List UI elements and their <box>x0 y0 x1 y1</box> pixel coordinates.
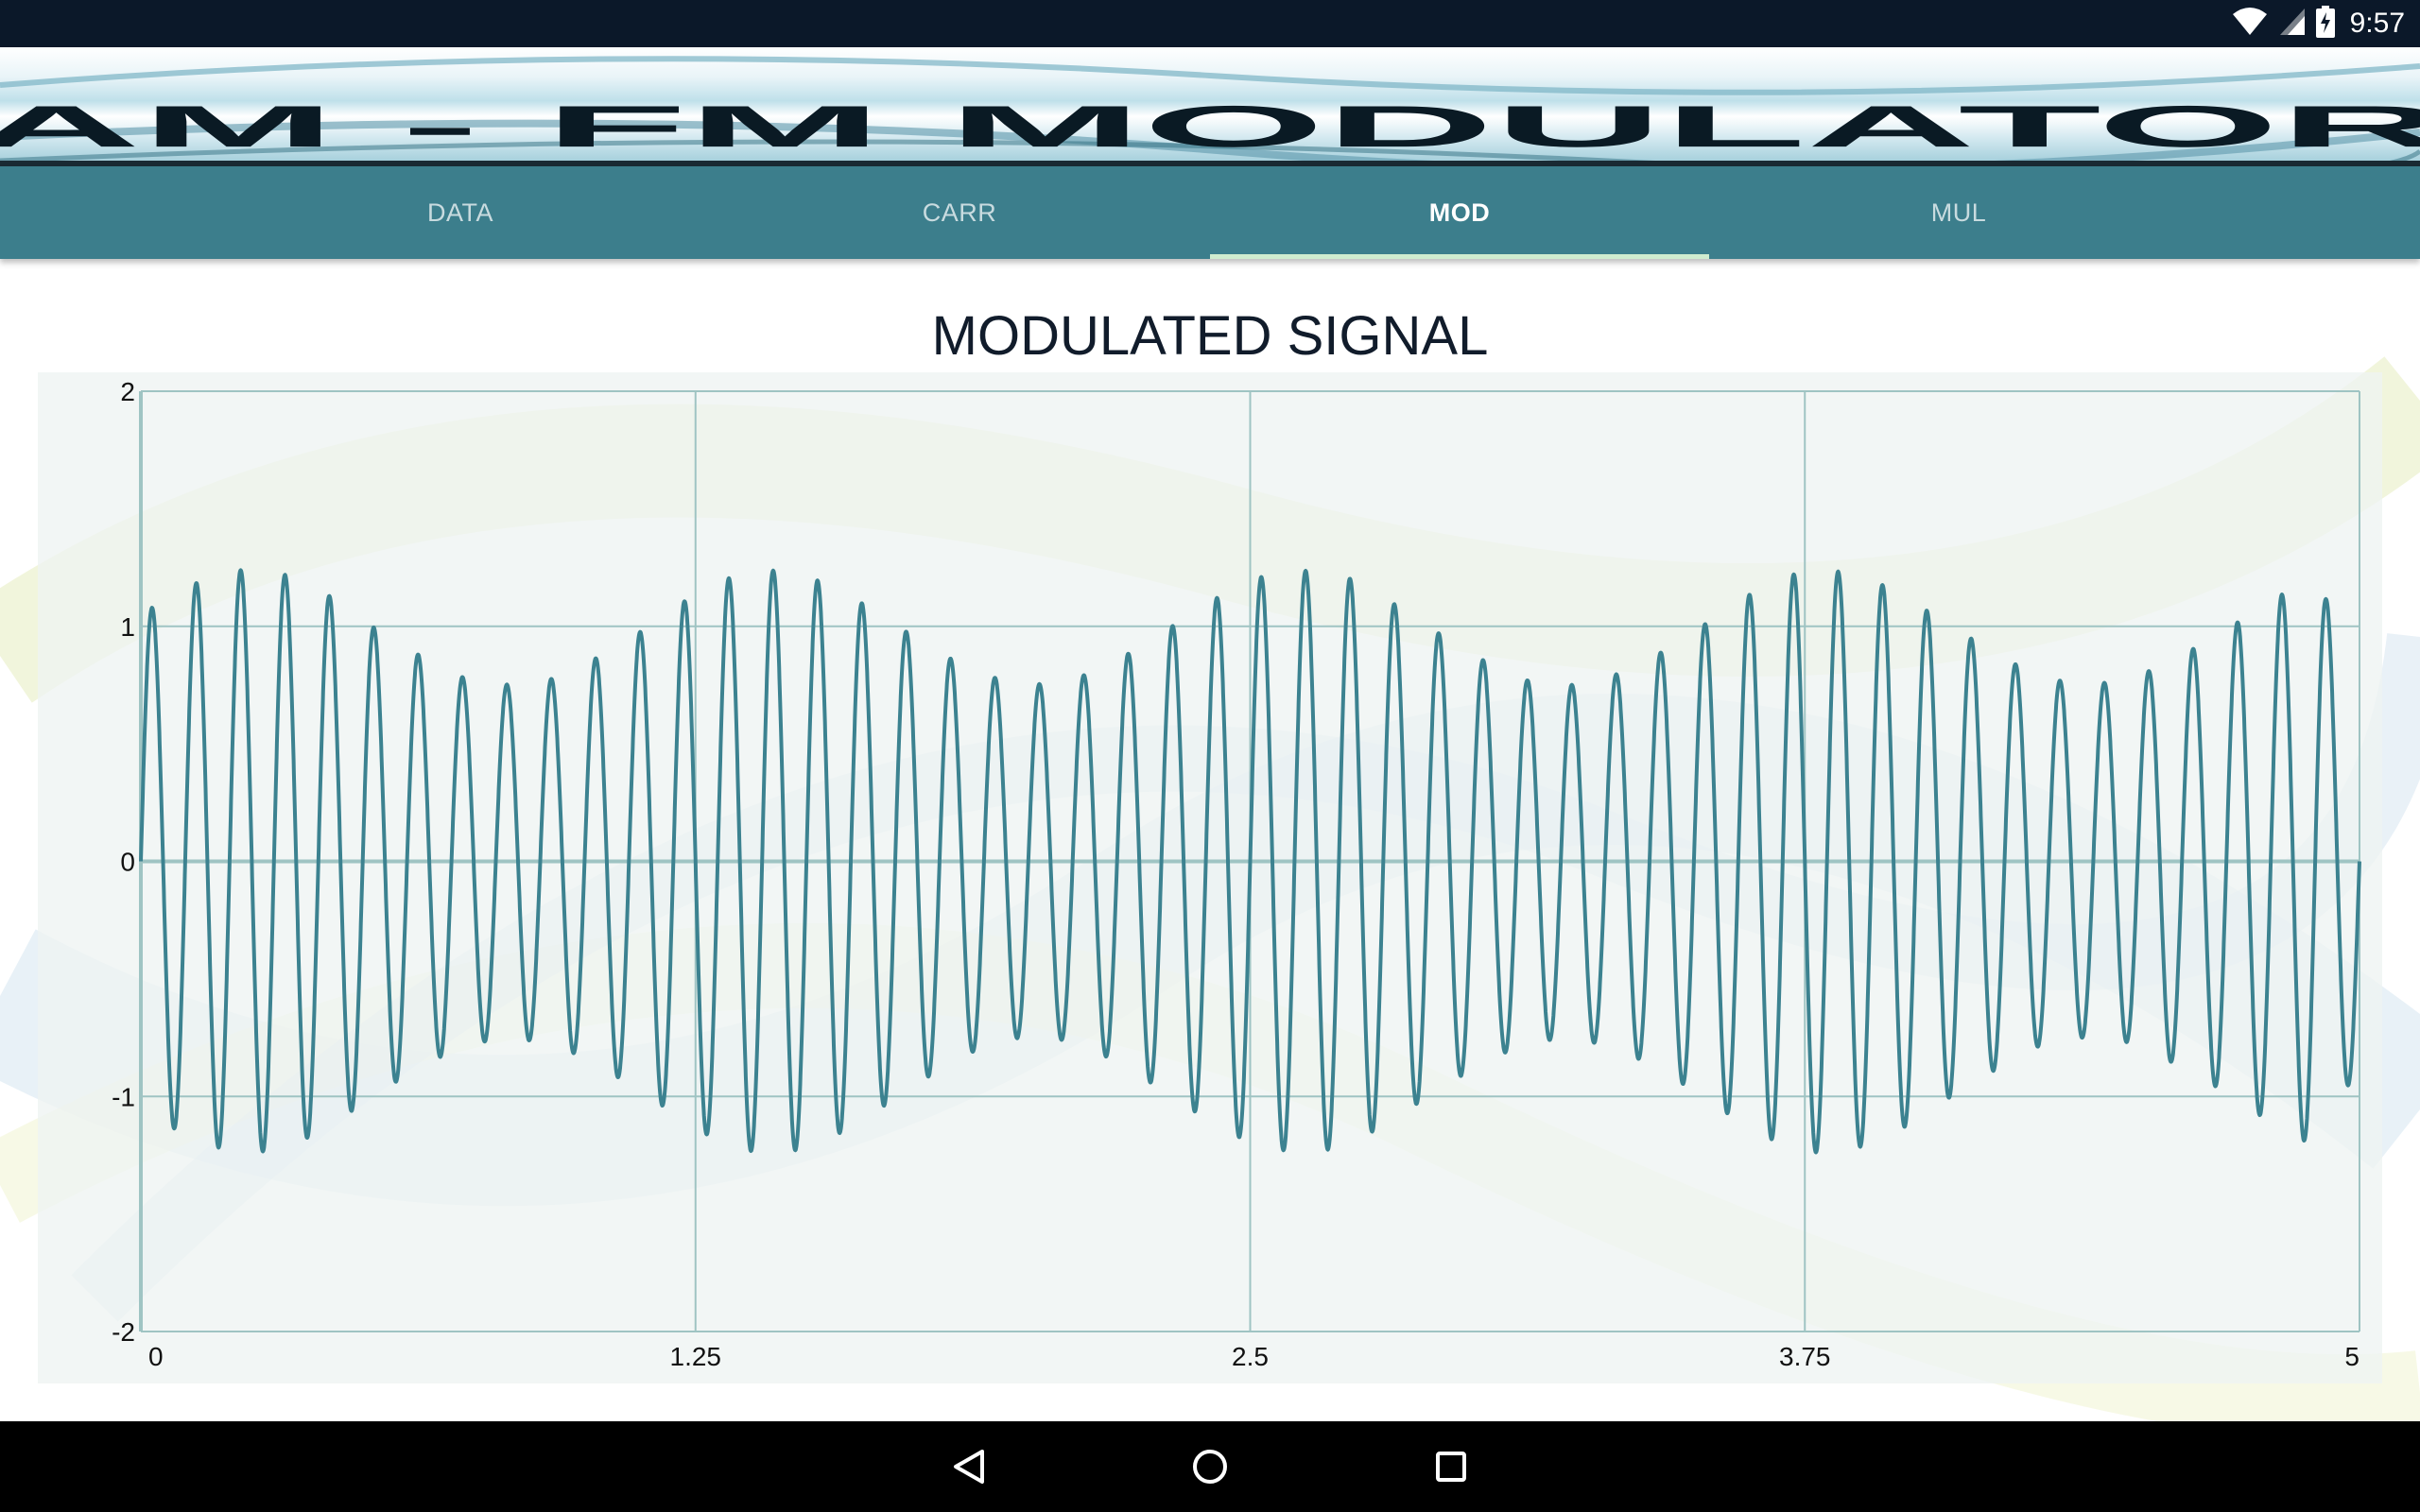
navigation-bar <box>0 1421 2420 1512</box>
tab-mul[interactable]: MUL <box>1709 166 2208 259</box>
tab-label: DATA <box>426 198 493 227</box>
y-tick-label: -1 <box>112 1082 135 1111</box>
back-icon <box>954 1450 984 1484</box>
back-button[interactable] <box>912 1421 1026 1512</box>
modulated-signal-chart: 0 1.25 2.5 3.75 5 2 1 0 -1 -2 <box>38 372 2382 1383</box>
home-icon <box>1193 1450 1227 1484</box>
tab-mod[interactable]: MOD <box>1210 166 1709 259</box>
main-content: MODULATED SIGNAL 0 1.25 2.5 3.75 5 2 1 0 -1 -2 <box>0 259 2420 1421</box>
y-tick-label: -2 <box>112 1317 135 1347</box>
home-button[interactable] <box>1153 1421 1267 1512</box>
banner-wave-art: AM - FM MODULATOR <box>0 56 2420 166</box>
chart-background <box>38 372 2382 1383</box>
tab-bar: DATA CARR MOD MUL <box>0 166 2420 259</box>
battery-charging-icon <box>2315 5 2335 43</box>
y-tick-label: 1 <box>120 612 135 642</box>
status-time: 9:57 <box>2349 8 2405 39</box>
status-icons: 9:57 <box>2231 0 2405 47</box>
status-bar: 9:57 <box>0 0 2420 47</box>
recents-button[interactable] <box>1394 1421 1508 1512</box>
x-tick-label: 2.5 <box>1232 1342 1269 1371</box>
tab-data[interactable]: DATA <box>211 166 710 259</box>
wifi-icon <box>2231 7 2269 42</box>
chart-title: MODULATED SIGNAL <box>931 305 1489 367</box>
recents-icon <box>1436 1452 1466 1482</box>
x-tick-label: 5 <box>2344 1342 2360 1371</box>
banner-title: AM - FM MODULATOR <box>0 94 2420 159</box>
tab-label: MUL <box>1930 198 1987 227</box>
x-tick-label: 3.75 <box>1779 1342 1831 1371</box>
x-tick-label: 1.25 <box>670 1342 722 1371</box>
signal-line <box>139 568 2361 1155</box>
cell-signal-icon <box>2278 7 2307 42</box>
y-tick-label: 0 <box>120 848 135 877</box>
tab-label: MOD <box>1428 198 1491 227</box>
tab-carr[interactable]: CARR <box>710 166 1209 259</box>
chart-tick-labels: 0 1.25 2.5 3.75 5 2 1 0 -1 -2 <box>112 377 2360 1371</box>
app-banner: AM - FM MODULATOR <box>0 47 2420 166</box>
y-tick-label: 2 <box>120 377 135 406</box>
x-tick-label: 0 <box>148 1342 164 1371</box>
tab-label: CARR <box>922 198 997 227</box>
